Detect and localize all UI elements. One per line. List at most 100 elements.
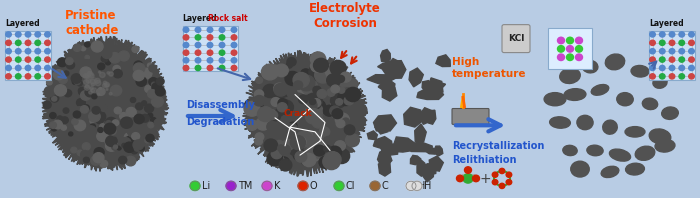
- Circle shape: [246, 120, 258, 130]
- Circle shape: [492, 172, 498, 177]
- Circle shape: [149, 78, 158, 86]
- Circle shape: [261, 64, 279, 80]
- Text: Degradation: Degradation: [186, 117, 254, 127]
- Circle shape: [557, 37, 564, 44]
- Circle shape: [207, 35, 213, 40]
- Circle shape: [317, 89, 326, 98]
- Circle shape: [35, 65, 41, 70]
- Circle shape: [109, 92, 112, 95]
- Circle shape: [301, 153, 315, 166]
- Polygon shape: [436, 55, 450, 67]
- Circle shape: [154, 119, 162, 126]
- Circle shape: [15, 57, 21, 62]
- Circle shape: [90, 87, 93, 89]
- Circle shape: [45, 40, 50, 45]
- Circle shape: [310, 52, 326, 66]
- Circle shape: [60, 74, 64, 78]
- Circle shape: [146, 134, 154, 142]
- Circle shape: [183, 35, 189, 40]
- Ellipse shape: [563, 145, 578, 156]
- Polygon shape: [422, 81, 433, 92]
- Polygon shape: [42, 36, 169, 171]
- Circle shape: [183, 27, 189, 32]
- Polygon shape: [419, 164, 436, 175]
- Circle shape: [244, 101, 260, 116]
- Circle shape: [352, 104, 367, 118]
- Polygon shape: [381, 50, 391, 63]
- Circle shape: [152, 82, 156, 86]
- Text: Layered: Layered: [5, 19, 40, 28]
- Circle shape: [264, 139, 278, 152]
- Circle shape: [274, 84, 288, 96]
- Circle shape: [506, 172, 512, 177]
- Circle shape: [324, 152, 341, 167]
- Circle shape: [330, 94, 346, 108]
- Circle shape: [669, 40, 675, 45]
- Circle shape: [679, 40, 685, 45]
- Circle shape: [80, 91, 91, 100]
- Circle shape: [78, 123, 88, 131]
- Circle shape: [63, 108, 69, 113]
- Circle shape: [141, 68, 152, 79]
- Circle shape: [139, 146, 144, 151]
- Circle shape: [669, 57, 675, 62]
- Text: Layered: Layered: [649, 19, 684, 28]
- Circle shape: [269, 111, 278, 119]
- Polygon shape: [373, 137, 392, 149]
- Ellipse shape: [560, 68, 580, 84]
- Circle shape: [117, 146, 121, 150]
- Circle shape: [83, 143, 90, 150]
- Circle shape: [144, 86, 149, 90]
- Circle shape: [132, 148, 137, 154]
- Circle shape: [80, 106, 88, 113]
- Circle shape: [89, 74, 94, 78]
- Circle shape: [108, 127, 116, 135]
- Circle shape: [305, 109, 322, 124]
- Circle shape: [53, 70, 64, 80]
- Circle shape: [650, 32, 655, 37]
- Circle shape: [315, 67, 332, 83]
- Circle shape: [288, 124, 298, 133]
- Circle shape: [99, 71, 101, 73]
- Circle shape: [272, 154, 284, 166]
- Circle shape: [575, 54, 582, 61]
- Polygon shape: [434, 146, 443, 156]
- Circle shape: [82, 60, 92, 68]
- Circle shape: [293, 93, 304, 104]
- Circle shape: [83, 80, 89, 84]
- Circle shape: [92, 107, 100, 114]
- FancyBboxPatch shape: [548, 28, 592, 69]
- Circle shape: [267, 151, 283, 166]
- Circle shape: [256, 77, 262, 83]
- Circle shape: [253, 95, 265, 106]
- Circle shape: [195, 35, 201, 40]
- Circle shape: [669, 32, 675, 37]
- Circle shape: [150, 117, 156, 123]
- Circle shape: [190, 181, 200, 190]
- Circle shape: [219, 42, 225, 48]
- Polygon shape: [404, 107, 424, 127]
- FancyBboxPatch shape: [5, 31, 51, 80]
- Text: Relithiation: Relithiation: [452, 155, 517, 165]
- Polygon shape: [414, 124, 426, 142]
- Circle shape: [323, 105, 335, 116]
- Circle shape: [102, 49, 112, 58]
- Circle shape: [332, 109, 342, 119]
- Circle shape: [207, 65, 213, 70]
- Polygon shape: [426, 110, 436, 124]
- Circle shape: [52, 96, 57, 101]
- Circle shape: [131, 139, 135, 143]
- Circle shape: [120, 117, 132, 128]
- Circle shape: [314, 145, 326, 156]
- Circle shape: [104, 124, 108, 128]
- Circle shape: [149, 65, 157, 72]
- Circle shape: [108, 72, 113, 76]
- Circle shape: [267, 121, 279, 133]
- Circle shape: [88, 46, 92, 50]
- Circle shape: [336, 99, 343, 105]
- Ellipse shape: [662, 107, 678, 119]
- Circle shape: [340, 72, 351, 82]
- Circle shape: [244, 98, 261, 114]
- Circle shape: [281, 98, 294, 109]
- Circle shape: [302, 79, 318, 94]
